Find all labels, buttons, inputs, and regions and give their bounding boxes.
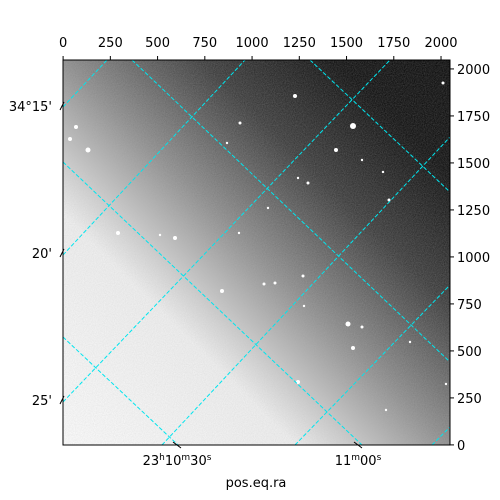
star: [302, 304, 306, 308]
star: [384, 408, 388, 412]
star: [68, 137, 72, 141]
star: [293, 94, 297, 98]
star: [116, 231, 120, 235]
dec-tick-label: 34°15': [9, 100, 52, 115]
dec-tick-label: 25': [32, 394, 52, 409]
ra-tick: [353, 441, 363, 449]
x-tick-label: 1500: [330, 36, 363, 51]
sky-noise: [63, 60, 450, 445]
x-tick-label: 0: [59, 36, 67, 51]
y-tick-label: 1750: [457, 110, 490, 125]
star: [225, 141, 229, 145]
ra-tick-label: 11m00s: [335, 453, 382, 469]
star: [408, 340, 412, 344]
star: [334, 148, 338, 152]
star: [74, 125, 78, 129]
star: [444, 382, 448, 386]
star: [273, 281, 277, 285]
ra-unit: s: [377, 453, 382, 463]
stars: [68, 81, 448, 412]
star: [220, 289, 224, 293]
coordinate-grid: [63, 60, 450, 445]
grid-line: [431, 426, 450, 445]
y-tick-label: 500: [457, 345, 482, 360]
x-tick-label: 1750: [377, 36, 410, 51]
image: [63, 60, 450, 445]
star: [351, 346, 355, 350]
x-tick-label: 1000: [236, 36, 269, 51]
ra-number: 23: [143, 454, 160, 469]
star: [345, 321, 351, 327]
x-tick-label: 2000: [424, 36, 457, 51]
plot-frame: [62, 59, 451, 446]
dec-tick: [59, 248, 65, 258]
star: [85, 147, 91, 153]
ra-unit: s: [207, 453, 212, 463]
ra-tick-label: 23h10m30s: [143, 453, 212, 469]
y-tick-label: 2000: [457, 63, 490, 78]
star: [306, 181, 310, 185]
star: [173, 236, 177, 240]
star: [237, 231, 241, 235]
star: [381, 170, 385, 174]
ra-unit: m: [351, 453, 360, 463]
dec-tick-label: 20': [32, 247, 52, 262]
grid-line: [131, 60, 450, 363]
star: [301, 274, 305, 278]
y-tick-label: 750: [457, 298, 482, 313]
ra-unit: h: [159, 453, 165, 463]
x-axis-label: pos.eq.ra: [226, 476, 287, 491]
star: [238, 121, 242, 125]
x-tick-label: 500: [145, 36, 170, 51]
ra-number: 11: [335, 454, 352, 469]
grid-line: [63, 60, 108, 108]
x-tick-label: 1250: [283, 36, 316, 51]
grid-line: [63, 161, 363, 445]
y-tick-label: 1250: [457, 204, 490, 219]
star: [360, 325, 364, 329]
star: [360, 158, 364, 162]
grid-line: [309, 60, 450, 193]
star: [441, 81, 445, 85]
grid-line: [63, 60, 246, 256]
ra-number: 10: [165, 454, 182, 469]
dec-tick: [59, 101, 65, 111]
star: [296, 176, 300, 180]
x-tick-label: 250: [98, 36, 123, 51]
dec-tick: [59, 395, 65, 405]
ra-tick: [172, 441, 182, 449]
grid-line: [63, 336, 179, 445]
y-tick-label: 250: [457, 392, 482, 407]
y-tick-label: 0: [457, 439, 465, 454]
ra-number: 30: [190, 454, 207, 469]
y-tick-label: 1000: [457, 251, 490, 266]
star: [350, 123, 356, 129]
star: [158, 233, 162, 237]
grid-line: [161, 136, 450, 445]
grid-line: [63, 60, 391, 403]
x-tick-label: 750: [192, 36, 217, 51]
ra-unit: m: [181, 453, 190, 463]
star: [262, 282, 266, 286]
y-tick-label: 1500: [457, 157, 490, 172]
star: [266, 206, 270, 210]
grid-line: [294, 284, 450, 445]
ra-number: 00: [360, 454, 377, 469]
